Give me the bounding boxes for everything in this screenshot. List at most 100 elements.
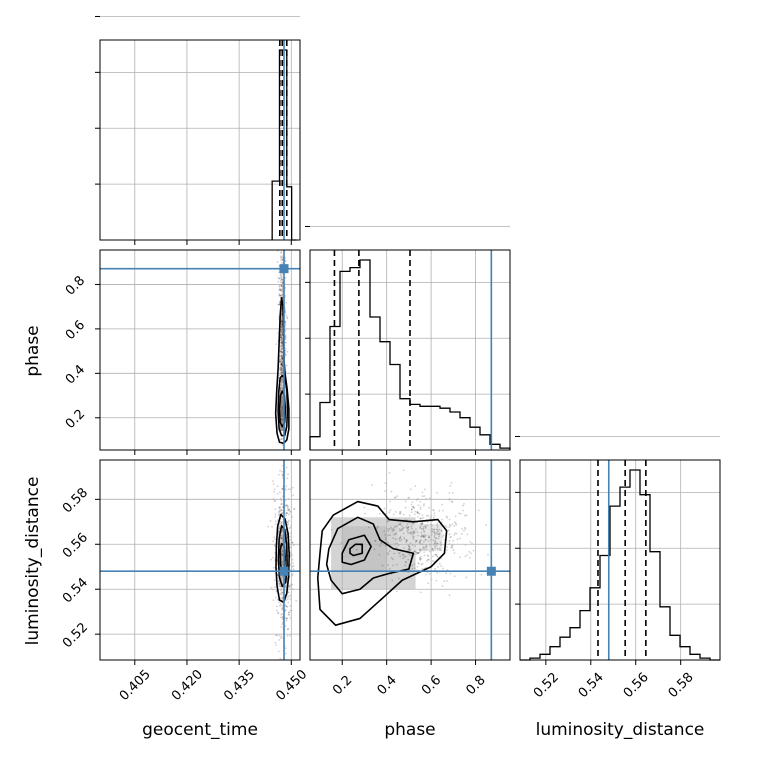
sample-point xyxy=(469,556,471,559)
sample-point xyxy=(438,562,441,565)
sample-point xyxy=(286,317,289,320)
sample-point xyxy=(279,585,282,588)
sample-point xyxy=(281,343,284,345)
sample-point xyxy=(389,550,391,553)
sample-point xyxy=(420,527,423,530)
sample-point xyxy=(384,536,387,539)
sample-point xyxy=(281,332,284,335)
labels-layer: geocent_time phase luminosity_distance p… xyxy=(23,325,704,740)
sample-point xyxy=(404,560,407,563)
sample-point xyxy=(438,532,441,535)
sample-point xyxy=(413,563,416,566)
sample-point xyxy=(412,522,414,525)
sample-point xyxy=(277,650,280,653)
sample-point xyxy=(281,563,284,566)
sample-point xyxy=(455,532,458,535)
sample-point xyxy=(411,531,414,534)
sample-point xyxy=(413,532,416,535)
sample-point xyxy=(436,555,439,558)
sample-point xyxy=(280,593,282,596)
sample-point xyxy=(278,639,281,641)
sample-point xyxy=(419,548,422,551)
sample-point xyxy=(436,529,439,531)
sample-point xyxy=(284,609,287,612)
sample-point xyxy=(400,511,402,513)
sample-point xyxy=(267,525,269,528)
sample-point xyxy=(450,545,453,547)
sample-point xyxy=(280,259,282,262)
panels-layer: 0.405 0.420 0.435 0.450 0.2 0.4 0.6 0.8 0.52 0.54… xyxy=(60,15,721,704)
sample-point xyxy=(273,490,275,493)
sample-point xyxy=(420,531,423,534)
sample-point xyxy=(431,528,434,531)
sample-point xyxy=(393,552,396,555)
sample-point xyxy=(397,523,400,526)
sample-point xyxy=(418,557,421,560)
sample-point xyxy=(279,355,282,358)
sample-point xyxy=(431,524,433,527)
sample-point xyxy=(387,564,390,567)
sample-point xyxy=(427,582,430,584)
sample-point xyxy=(399,522,402,525)
sample-point xyxy=(279,339,282,341)
x-tick-label-luminosity_distance: 0.58 xyxy=(666,670,697,701)
sample-point xyxy=(281,342,283,345)
sample-point xyxy=(278,367,281,370)
sample-point xyxy=(425,548,428,551)
sample-point xyxy=(280,364,283,367)
sample-point xyxy=(421,568,424,570)
sample-point xyxy=(281,612,284,615)
x-tick-label-luminosity_distance: 0.52 xyxy=(531,670,562,701)
sample-point xyxy=(279,361,281,364)
sample-point xyxy=(437,530,440,532)
sample-point xyxy=(278,506,281,509)
sample-point xyxy=(355,548,358,551)
sample-point xyxy=(279,657,282,660)
sample-point xyxy=(279,469,281,472)
sample-point xyxy=(281,287,284,290)
sample-point xyxy=(286,523,289,525)
sample-point xyxy=(279,360,282,363)
sample-point xyxy=(427,558,430,561)
sample-point xyxy=(423,534,426,537)
sample-point xyxy=(409,554,412,557)
sample-point xyxy=(281,344,284,347)
sample-point xyxy=(277,276,280,279)
sample-point xyxy=(416,521,418,524)
sample-point xyxy=(456,538,459,541)
panel-frame-luminosity_distance_vs_geocent_time xyxy=(99,459,301,661)
sample-point xyxy=(410,525,413,528)
sample-point xyxy=(413,513,416,516)
sample-point xyxy=(281,528,284,531)
sample-point xyxy=(281,534,283,537)
sample-point xyxy=(433,512,436,515)
sample-point xyxy=(418,542,421,544)
sample-point xyxy=(281,290,284,293)
sample-point xyxy=(285,605,288,608)
sample-point xyxy=(280,356,283,359)
sample-point xyxy=(420,539,422,542)
sample-point xyxy=(272,556,274,559)
sample-point xyxy=(281,341,283,344)
sample-point xyxy=(419,539,422,542)
sample-point xyxy=(480,573,483,576)
sample-point xyxy=(280,536,283,539)
sample-point xyxy=(273,488,276,491)
sample-point xyxy=(279,592,282,595)
sample-point xyxy=(368,526,370,529)
y-tick-label-phase: 0.2 xyxy=(63,407,88,432)
sample-point xyxy=(393,496,396,499)
sample-point xyxy=(273,536,276,539)
sample-point xyxy=(426,524,429,527)
sample-point xyxy=(449,485,452,487)
sample-point xyxy=(284,617,287,619)
sample-point xyxy=(411,508,413,511)
sample-point xyxy=(394,496,397,499)
sample-point xyxy=(281,338,284,341)
sample-point xyxy=(280,294,283,297)
sample-point xyxy=(399,535,402,538)
sample-point xyxy=(280,285,283,288)
sample-point xyxy=(463,502,465,505)
sample-point xyxy=(272,599,275,602)
sample-point xyxy=(278,300,281,303)
